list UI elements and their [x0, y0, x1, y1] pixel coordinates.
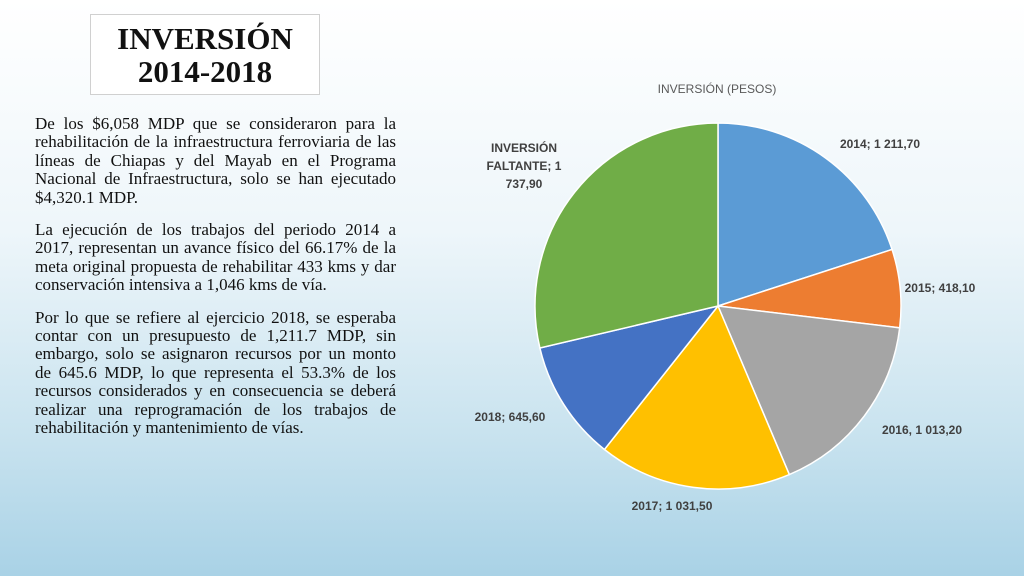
pie-slice-2017 [603, 304, 791, 490]
pie-slice-2016 [716, 305, 901, 476]
pie-label-2017: 2017; 1 031,50 [632, 499, 713, 513]
chart-title: INVERSIÓN (PESOS) [658, 81, 777, 96]
pie-label-2014: 2014; 1 211,70 [840, 137, 920, 151]
body-text: De los $6,058 MDP que se consideraron pa… [35, 114, 396, 452]
title-box: INVERSIÓN 2014-2018 [90, 14, 320, 95]
pie-chart: INVERSIÓN (PESOS) 2014; 1 211,70 2015; 41… [475, 81, 976, 513]
pie-label-inversi-n-faltante: INVERSIÓN FALTANTE; 1 737,90 [487, 140, 562, 191]
pie-label-2016: 2016, 1 013,20 [882, 423, 962, 437]
pie-slices [534, 122, 902, 490]
paragraph-1: De los $6,058 MDP que se consideraron pa… [35, 114, 396, 207]
pie-slice-inversi-n-faltante [534, 122, 719, 349]
pie-slice-2014 [717, 122, 893, 308]
slide-title-line-2: 2014-2018 [137, 53, 273, 89]
slide-title-line-1: INVERSIÓN [117, 20, 293, 56]
pie-slice-2018 [538, 304, 720, 451]
paragraph-2: La ejecución de los trabajos del periodo… [35, 220, 396, 295]
pie-label-2018: 2018; 645,60 [475, 410, 546, 424]
pie-labels: 2014; 1 211,70 2015; 418,10 2016, 1 013,20… [475, 137, 976, 513]
paragraph-3: Por lo que se refiere al ejercicio 2018,… [35, 307, 396, 438]
pie-label-2015: 2015; 418,10 [905, 281, 976, 295]
